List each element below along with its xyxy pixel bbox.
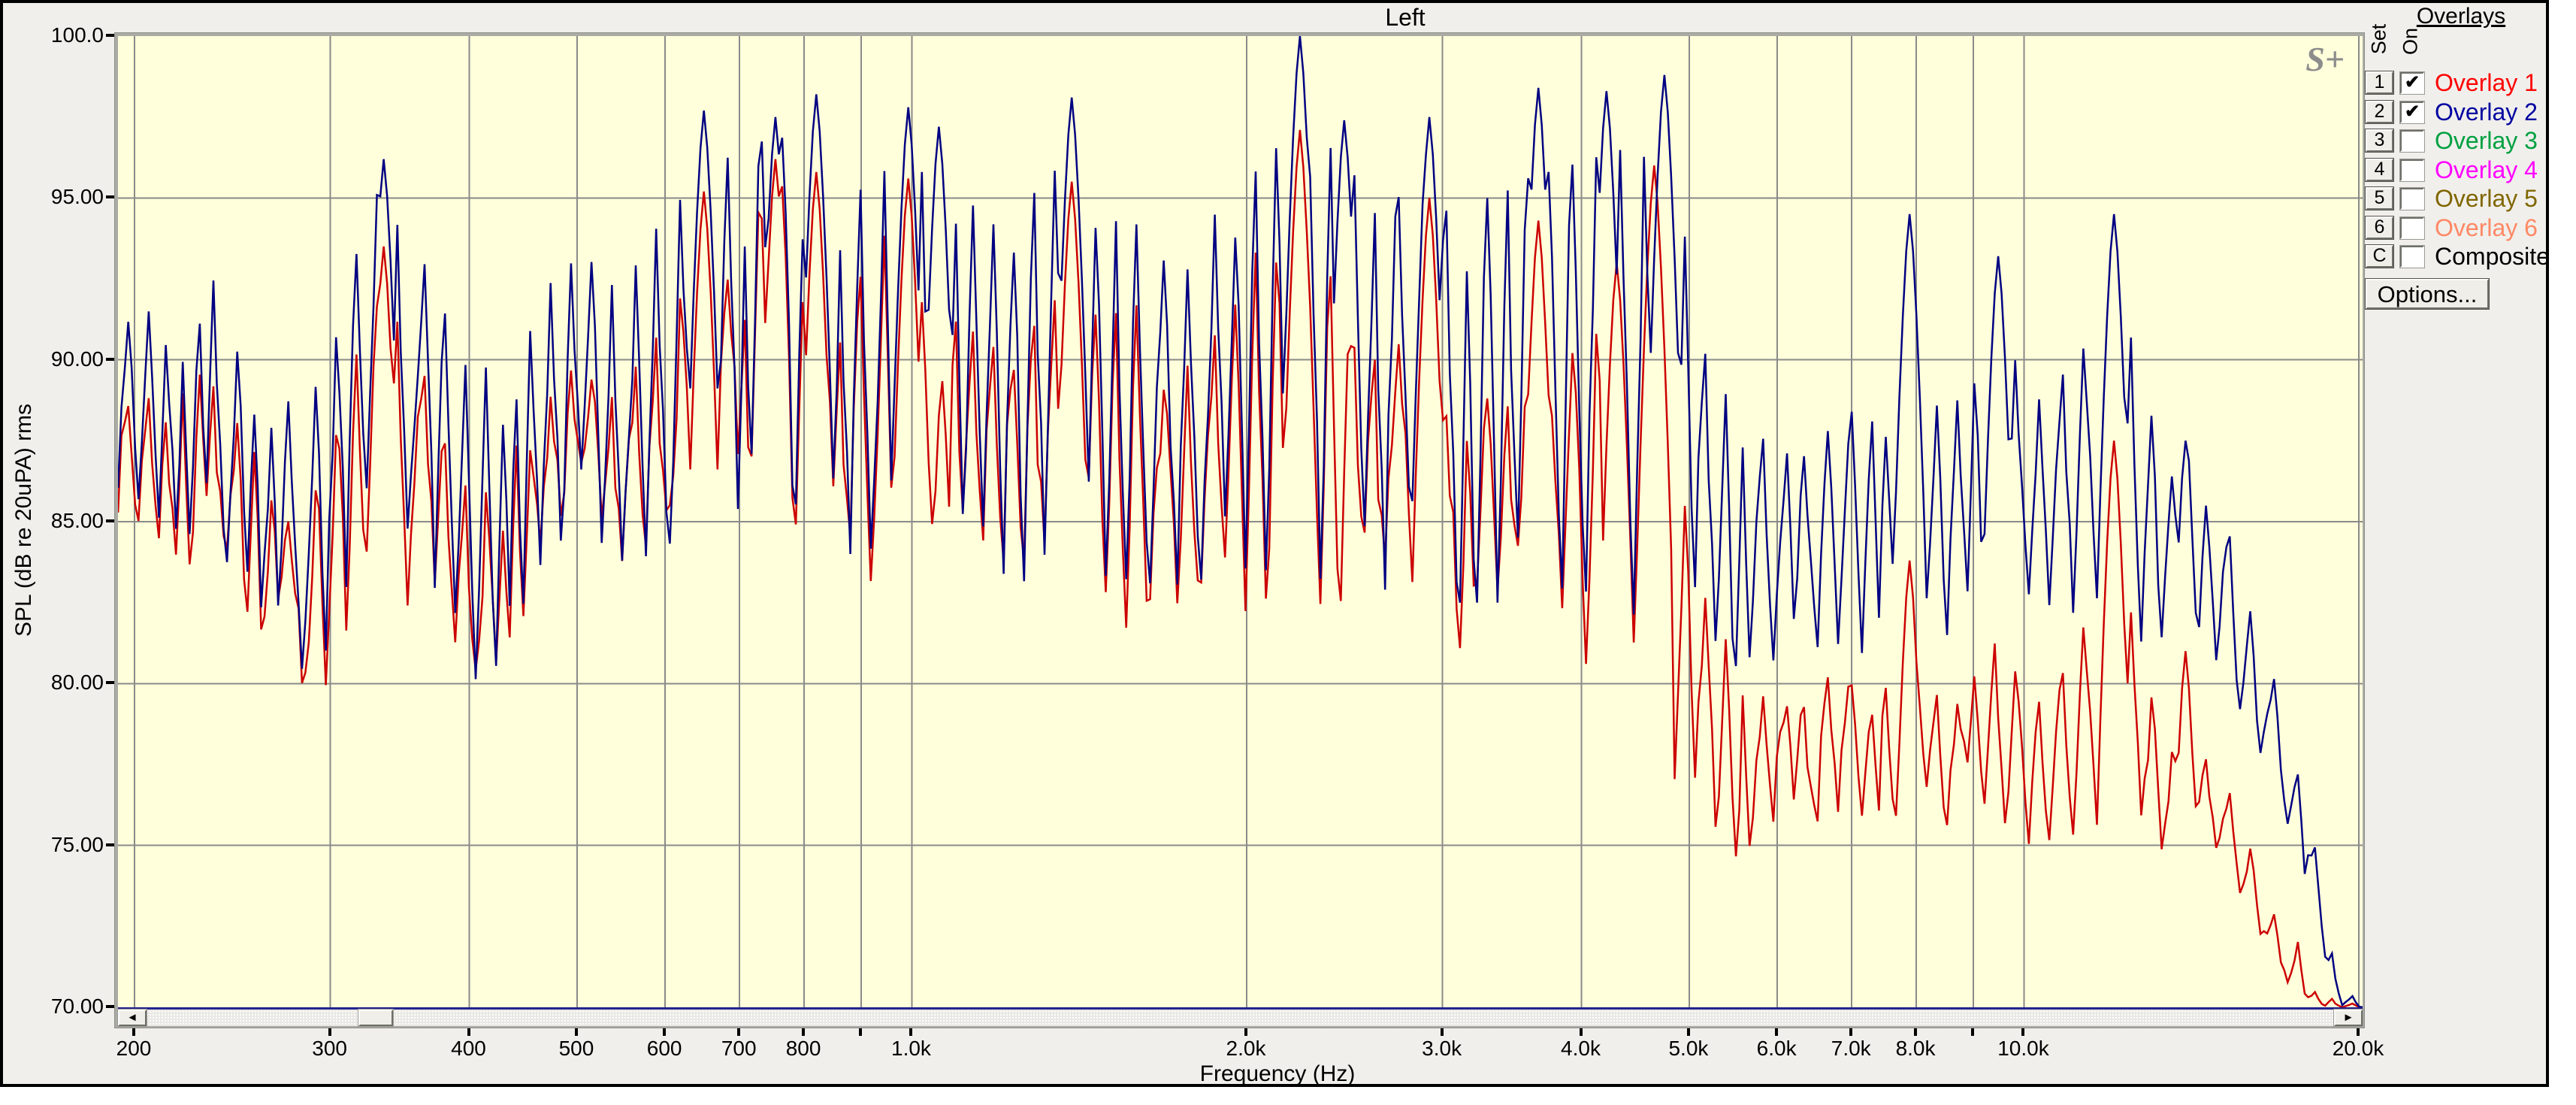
x-tick-label: 300 (312, 1037, 347, 1060)
overlay-on-checkbox-1[interactable]: ✔ (2399, 71, 2425, 95)
overlay-label-3: Overlay 3 (2435, 127, 2538, 154)
y-tick-label: 80.00 (50, 671, 104, 695)
overlays-panel-header: Overlays (2416, 4, 2506, 29)
analyzer-window: Left SPL (dB re 20uPA) rms S+ ◄ ► 100.0 9… (0, 0, 2550, 1087)
scroll-thumb[interactable] (358, 1009, 394, 1027)
x-tick-label: 700 (721, 1037, 757, 1060)
y-tick-mark (106, 843, 114, 846)
overlay-set-button-2[interactable]: 2 (2365, 99, 2394, 124)
y-tick-label: 70.00 (50, 994, 104, 1018)
x-tick-label: 500 (558, 1037, 594, 1060)
overlay-set-button-4[interactable]: 4 (2365, 157, 2394, 182)
x-tick-label: 7.0k (1831, 1037, 1871, 1060)
overlay-label-1: Overlay 1 (2435, 69, 2538, 96)
x-tick-mark (2021, 1028, 2025, 1036)
x-tick-label: 1.0k (891, 1037, 931, 1060)
y-tick-mark (106, 195, 114, 199)
y-tick-mark (106, 1005, 114, 1008)
overlay-set-button-3[interactable]: 3 (2365, 129, 2394, 153)
overlay-label-2: Overlay 2 (2435, 98, 2538, 126)
x-tick-mark (737, 1028, 741, 1036)
x-axis-title: Frequency (Hz) (1199, 1061, 1356, 1086)
x-tick-mark (1775, 1028, 1779, 1036)
x-tick-label: 4.0k (1561, 1037, 1601, 1060)
x-tick-label: 600 (646, 1037, 682, 1060)
x-tick-label: 2.0k (1226, 1037, 1266, 1060)
overlay-on-checkbox-2[interactable]: ✔ (2399, 100, 2425, 124)
right-arrow-icon: ► (2342, 1011, 2354, 1024)
x-tick-label: 6.0k (1756, 1037, 1797, 1060)
x-tick-label: 3.0k (1422, 1037, 1462, 1060)
x-tick-label: 8.0k (1895, 1037, 1936, 1060)
x-tick-label: 400 (451, 1037, 486, 1060)
x-tick-mark (1579, 1028, 1583, 1036)
overlay-on-checkbox-7[interactable] (2399, 245, 2425, 268)
x-tick-label: 10.0k (1997, 1037, 2049, 1060)
x-tick-mark (1440, 1028, 1444, 1036)
on-column-header: On (2399, 27, 2422, 56)
set-column-header: Set (2367, 23, 2390, 55)
y-tick-mark (106, 681, 114, 685)
overlay-label-7: Composite (2435, 243, 2550, 270)
y-tick-label: 75.00 (50, 832, 104, 856)
y-tick-label: 95.00 (50, 185, 104, 209)
y-tick-mark (106, 519, 114, 522)
y-tick-label: 85.00 (50, 509, 104, 532)
overlay-on-checkbox-4[interactable] (2399, 158, 2425, 182)
overlay-2-trace (118, 36, 2363, 1007)
x-tick-mark (802, 1028, 806, 1036)
x-tick-mark (1244, 1028, 1247, 1036)
x-tick-label: 5.0k (1668, 1037, 1709, 1060)
overlay-set-button-c[interactable]: C (2365, 244, 2394, 268)
spectraplus-logo: S+ (2305, 40, 2345, 78)
left-arrow-icon: ◄ (126, 1011, 138, 1024)
x-tick-mark (132, 1028, 135, 1036)
y-tick-label: 100.0 (50, 23, 104, 47)
x-tick-mark (1914, 1028, 1918, 1036)
overlay-set-button-6[interactable]: 6 (2365, 215, 2394, 240)
x-tick-mark (1849, 1028, 1853, 1036)
x-tick-mark (1970, 1028, 1974, 1036)
overlay-set-button-1[interactable]: 1 (2365, 71, 2394, 95)
x-tick-label: 800 (785, 1037, 821, 1060)
spectrum-plot-area[interactable] (118, 36, 2363, 1007)
overlay-label-5: Overlay 5 (2435, 185, 2538, 212)
y-tick-mark (106, 357, 114, 361)
y-tick-mark (106, 34, 114, 37)
plot-h-scrollbar[interactable]: ◄ ► (117, 1007, 2363, 1027)
y-tick-label: 90.00 (50, 347, 104, 371)
x-tick-mark (909, 1028, 913, 1036)
x-tick-label: 20.0k (2332, 1037, 2384, 1060)
x-tick-mark (1686, 1028, 1690, 1036)
x-tick-mark (2357, 1028, 2360, 1036)
options-button[interactable]: Options... (2365, 278, 2490, 310)
x-tick-mark (328, 1028, 331, 1036)
overlay-on-checkbox-6[interactable] (2399, 216, 2425, 240)
scroll-left-button[interactable]: ◄ (117, 1009, 147, 1027)
x-tick-mark (858, 1028, 862, 1036)
overlay-set-button-5[interactable]: 5 (2365, 186, 2394, 210)
scroll-right-button[interactable]: ► (2333, 1009, 2363, 1027)
x-tick-mark (663, 1028, 667, 1036)
overlay-label-4: Overlay 4 (2435, 156, 2538, 183)
plot-title: Left (1385, 4, 1426, 31)
x-tick-mark (467, 1028, 470, 1036)
plot-frame: S+ ◄ ► (114, 32, 2365, 1028)
overlay-label-6: Overlay 6 (2435, 213, 2538, 241)
x-tick-label: 200 (116, 1037, 152, 1060)
x-tick-mark (574, 1028, 578, 1036)
overlay-on-checkbox-5[interactable] (2399, 187, 2425, 210)
overlay-on-checkbox-3[interactable] (2399, 129, 2425, 153)
